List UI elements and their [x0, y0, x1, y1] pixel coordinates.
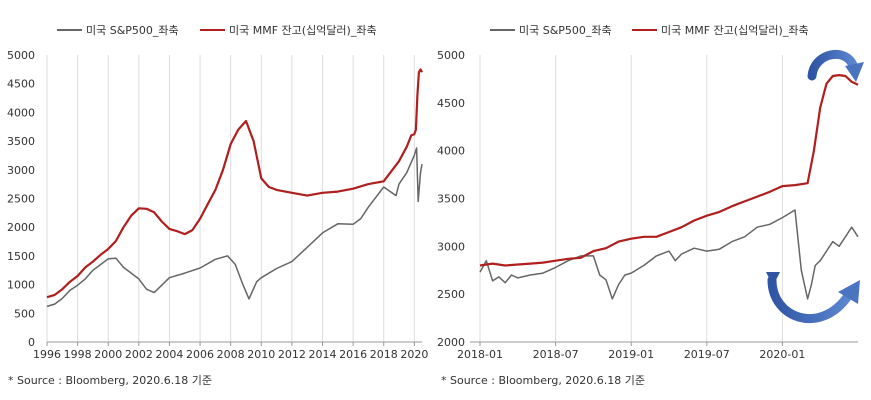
y-tick-label: 2500: [7, 193, 35, 206]
y-tick-label: 2000: [437, 336, 465, 349]
y-tick-label: 4000: [437, 145, 465, 158]
chart-right: 미국 S&P500_좌축 미국 MMF 잔고(십억달러)_좌축 2000 2500…: [437, 24, 864, 387]
y-tick-label: 0: [28, 336, 35, 349]
y-tick-label: 4500: [437, 97, 465, 110]
x-axis-left: 1996 1998 2000 2002 2004 2006 2008 2010 2012 2014…: [33, 342, 428, 361]
x-tick-label: 2012: [278, 348, 306, 361]
chart-left: 미국 S&P500_좌축 미국 MMF 잔고(십억달러)_좌축 0 500 1000…: [7, 24, 428, 387]
x-tick-label: 2016: [339, 348, 367, 361]
y-tick-label: 4500: [7, 78, 35, 91]
source-note-right: * Source : Bloomberg, 2020.6.18 기준: [441, 374, 645, 387]
y-axis-left: 0 500 1000 1500 2000 2500 3000 3500 4000 4500 5000: [7, 49, 35, 349]
y-tick-label: 3500: [437, 193, 465, 206]
y-tick-label: 3500: [7, 135, 35, 148]
x-tick-label: 2000: [94, 348, 122, 361]
x-tick-label: 1996: [33, 348, 61, 361]
legend-label-sp500: 미국 S&P500_좌축: [86, 24, 179, 37]
x-tick-label: 2006: [186, 348, 214, 361]
x-tick-label: 2018-07: [533, 348, 579, 361]
y-tick-label: 2500: [437, 288, 465, 301]
source-note-left: * Source : Bloomberg, 2020.6.18 기준: [8, 374, 212, 387]
y-tick-label: 4000: [7, 106, 35, 119]
curved-arrow-top-icon: [807, 49, 864, 82]
legend-label-mmf: 미국 MMF 잔고(십억달러)_좌축: [229, 24, 377, 37]
series-line-mmf: [479, 73, 859, 267]
x-tick-label: 2010: [247, 348, 275, 361]
y-tick-label: 500: [14, 307, 35, 320]
series-line-mmf: [46, 68, 423, 299]
y-tick-label: 3000: [437, 240, 465, 253]
x-tick-label: 2018-01: [457, 348, 503, 361]
x-tick-label: 1998: [64, 348, 92, 361]
legend-label-sp500: 미국 S&P500_좌축: [519, 24, 612, 37]
x-tick-label: 2014: [309, 348, 337, 361]
y-tick-label: 1000: [7, 279, 35, 292]
x-tick-label: 2019-07: [684, 348, 730, 361]
x-tick-label: 2019-01: [608, 348, 654, 361]
x-tick-label: 2018: [370, 348, 398, 361]
series-left: [46, 68, 423, 308]
x-tick-label: 2020-01: [759, 348, 805, 361]
x-tick-label: 2008: [217, 348, 245, 361]
y-axis-right: 2000 2500 3000 3500 4000 4500 5000: [437, 49, 465, 349]
y-tick-label: 5000: [437, 49, 465, 62]
x-axis-right: 2018-01 2018-07 2019-01 2019-07 2020-01: [457, 342, 805, 361]
legend-label-mmf: 미국 MMF 잔고(십억달러)_좌축: [661, 24, 809, 37]
series-line-sp500: [479, 209, 859, 300]
x-tick-label: 2004: [155, 348, 183, 361]
x-tick-label: 2002: [125, 348, 153, 361]
series-right: [479, 73, 859, 300]
grid-right: [479, 55, 783, 342]
grid-left: [46, 55, 415, 342]
legend-left: 미국 S&P500_좌축 미국 MMF 잔고(십억달러)_좌축: [57, 24, 377, 37]
y-tick-label: 3000: [7, 164, 35, 177]
x-tick-label: 2020: [400, 348, 428, 361]
legend-right: 미국 S&P500_좌축 미국 MMF 잔고(십억달러)_좌축: [490, 24, 809, 37]
curved-arrow-bottom-icon: [766, 272, 860, 324]
y-tick-label: 1500: [7, 250, 35, 263]
y-tick-label: 2000: [7, 221, 35, 234]
y-tick-label: 5000: [7, 49, 35, 62]
series-line-sp500: [46, 147, 423, 308]
